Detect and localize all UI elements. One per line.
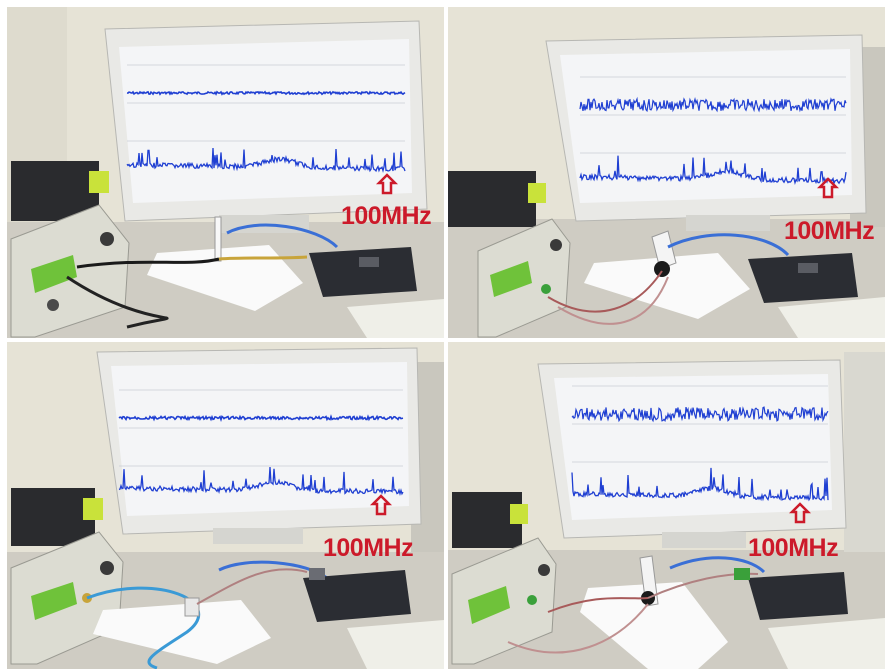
panel-scene [448, 7, 885, 338]
cloth [580, 582, 728, 669]
cloth [93, 600, 271, 664]
monitor-screen [119, 39, 412, 203]
cloth [584, 253, 750, 319]
marker-arrow [369, 494, 393, 516]
photo-panel-top-right: 100MHz [448, 7, 885, 338]
lower-trace [118, 467, 404, 497]
monitor-screen [560, 49, 852, 203]
panel-scene [7, 7, 444, 338]
bench-device [448, 171, 536, 227]
yellow-tag [510, 504, 528, 524]
photo-panel-bottom-right: 100MHz [448, 342, 885, 669]
upper-trace [579, 96, 847, 113]
usb-scope [748, 253, 858, 303]
probe [184, 597, 200, 617]
monitor [537, 359, 847, 548]
function-generator [477, 218, 571, 338]
bench-device [11, 488, 95, 546]
marker-arrow [788, 502, 812, 524]
marker-label: 100MHz [784, 217, 875, 245]
probe [651, 230, 677, 270]
marker-label: 100MHz [341, 202, 432, 230]
usb-scope [303, 570, 411, 622]
panel-scene [448, 342, 885, 669]
photo-panel-top-left: 100MHz [7, 7, 444, 338]
marker-arrow [816, 177, 840, 199]
marker-label: 100MHz [748, 534, 839, 562]
photo-panel-bottom-left: 100MHz [7, 342, 444, 669]
function-generator [451, 537, 557, 665]
usb-scope [309, 247, 417, 297]
monitor-screen [111, 362, 409, 516]
monitor [96, 347, 422, 544]
upper-trace [126, 90, 406, 96]
yellow-tag [89, 171, 109, 193]
lower-trace [571, 467, 829, 502]
monitor [545, 34, 867, 231]
marker-label: 100MHz [323, 534, 414, 562]
upper-trace [118, 414, 404, 422]
usb-scope [748, 572, 848, 620]
lower-trace [579, 155, 847, 186]
yellow-tag [83, 498, 103, 520]
panel-scene [7, 342, 444, 669]
probe [214, 216, 222, 262]
marker-arrow [375, 173, 399, 195]
monitor [104, 20, 428, 233]
upper-trace [571, 406, 829, 423]
yellow-tag [528, 183, 546, 203]
lower-trace [126, 147, 406, 173]
